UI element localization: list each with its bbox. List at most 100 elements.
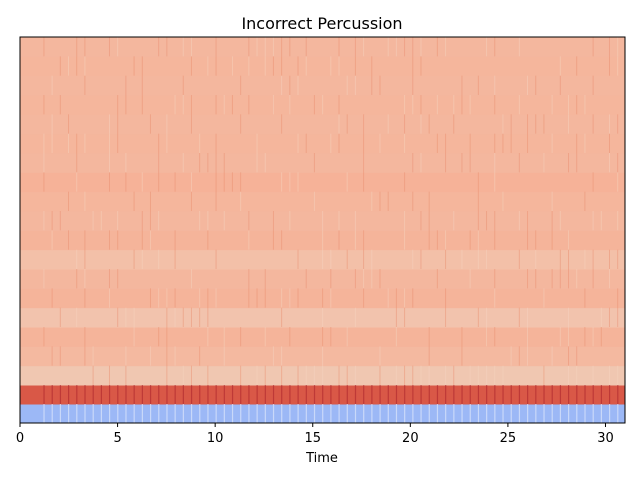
heatmap-row-5 bbox=[20, 327, 625, 347]
texture-mark bbox=[379, 75, 381, 95]
texture-mark bbox=[76, 133, 78, 153]
texture-mark bbox=[527, 133, 529, 153]
texture-mark bbox=[305, 365, 307, 385]
texture-mark bbox=[215, 56, 217, 76]
onset-mark bbox=[477, 404, 480, 423]
texture-mark bbox=[190, 365, 192, 385]
texture-mark bbox=[215, 288, 217, 308]
texture-mark bbox=[617, 211, 619, 231]
texture-mark bbox=[494, 172, 496, 192]
texture-mark bbox=[207, 153, 209, 173]
texture-mark bbox=[404, 133, 406, 153]
texture-mark bbox=[207, 211, 209, 231]
texture-mark bbox=[117, 95, 119, 115]
texture-mark bbox=[559, 56, 561, 76]
texture-mark bbox=[108, 133, 110, 153]
onset-mark bbox=[592, 404, 594, 423]
texture-mark bbox=[412, 288, 414, 308]
texture-mark bbox=[420, 37, 422, 57]
onset-mark bbox=[330, 404, 332, 423]
texture-mark bbox=[551, 269, 553, 289]
texture-mark bbox=[190, 37, 192, 57]
texture-mark bbox=[445, 37, 447, 57]
texture-mark bbox=[363, 288, 365, 308]
texture-mark bbox=[264, 56, 266, 76]
texture-mark bbox=[166, 327, 168, 347]
texture-mark bbox=[469, 133, 471, 153]
onset-mark bbox=[272, 404, 275, 423]
onset-mark bbox=[445, 404, 447, 423]
texture-mark bbox=[264, 327, 266, 347]
texture-mark bbox=[43, 37, 45, 57]
onset-mark bbox=[559, 404, 562, 423]
texture-mark bbox=[76, 307, 78, 327]
texture-mark bbox=[182, 37, 184, 57]
texture-mark bbox=[76, 249, 78, 269]
texture-mark bbox=[486, 365, 488, 385]
onset-mark bbox=[59, 404, 62, 423]
texture-mark bbox=[469, 230, 471, 250]
texture-mark bbox=[207, 56, 209, 76]
texture-mark bbox=[420, 211, 422, 231]
texture-mark bbox=[158, 37, 160, 57]
texture-mark bbox=[305, 133, 307, 153]
texture-mark bbox=[461, 346, 463, 366]
texture-mark bbox=[84, 37, 86, 57]
onset-mark bbox=[264, 404, 266, 423]
texture-mark bbox=[59, 346, 61, 366]
texture-mark bbox=[387, 114, 389, 134]
texture-mark bbox=[576, 153, 578, 173]
onset-mark bbox=[453, 404, 455, 423]
onset-mark bbox=[518, 385, 521, 404]
texture-mark bbox=[543, 288, 545, 308]
texture-mark bbox=[289, 327, 291, 347]
texture-mark bbox=[117, 114, 119, 134]
texture-mark bbox=[584, 133, 586, 153]
heatmap-row-11 bbox=[20, 211, 625, 231]
texture-mark bbox=[600, 327, 602, 347]
texture-mark bbox=[420, 114, 422, 134]
texture-mark bbox=[117, 230, 119, 250]
texture-mark bbox=[412, 249, 414, 269]
texture-mark bbox=[600, 211, 602, 231]
texture-mark bbox=[76, 269, 78, 289]
texture-mark bbox=[240, 365, 242, 385]
texture-mark bbox=[477, 365, 479, 385]
onset-mark bbox=[281, 404, 283, 423]
chart-title: Incorrect Percussion bbox=[241, 14, 402, 33]
texture-mark bbox=[543, 153, 545, 173]
texture-mark bbox=[231, 56, 233, 76]
texture-mark bbox=[551, 133, 553, 153]
texture-mark bbox=[223, 95, 225, 115]
texture-mark bbox=[68, 133, 70, 153]
onset-mark bbox=[313, 404, 316, 423]
texture-mark bbox=[322, 365, 324, 385]
heatmap-row-15 bbox=[20, 133, 625, 154]
texture-mark bbox=[584, 327, 586, 347]
texture-mark bbox=[412, 153, 414, 173]
texture-mark bbox=[125, 75, 127, 95]
onset-mark bbox=[141, 385, 143, 404]
texture-mark bbox=[281, 230, 283, 250]
texture-mark bbox=[445, 307, 447, 327]
texture-mark bbox=[272, 56, 274, 76]
texture-mark bbox=[108, 37, 110, 57]
texture-mark bbox=[551, 211, 553, 231]
texture-mark bbox=[445, 365, 447, 385]
texture-mark bbox=[592, 37, 594, 57]
texture-mark bbox=[535, 114, 537, 134]
texture-mark bbox=[59, 211, 61, 231]
texture-mark bbox=[248, 230, 250, 250]
texture-mark bbox=[223, 346, 225, 366]
texture-mark bbox=[363, 249, 365, 269]
onset-mark bbox=[92, 404, 94, 423]
texture-mark bbox=[182, 307, 184, 327]
texture-mark bbox=[158, 153, 160, 173]
onset-mark bbox=[510, 404, 512, 423]
texture-mark bbox=[68, 230, 70, 250]
texture-mark bbox=[141, 230, 143, 250]
texture-mark bbox=[338, 95, 340, 115]
texture-mark bbox=[182, 153, 184, 173]
onset-mark bbox=[166, 385, 168, 404]
onset-mark bbox=[231, 404, 234, 423]
